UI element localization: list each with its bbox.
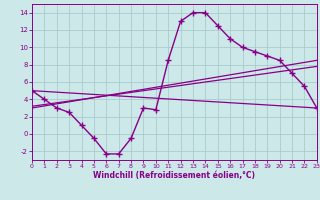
X-axis label: Windchill (Refroidissement éolien,°C): Windchill (Refroidissement éolien,°C) [93,171,255,180]
